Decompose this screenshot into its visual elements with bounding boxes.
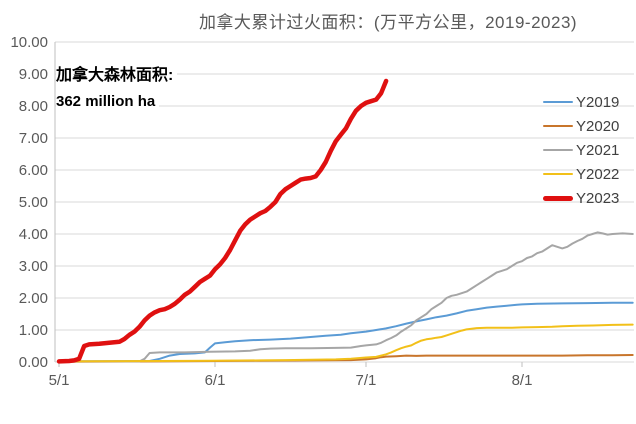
- legend-line-sample: [543, 195, 573, 201]
- chart-title: 加拿大累计过火面积：(万平方公里，2019-2023): [198, 13, 578, 32]
- legend-line-sample: [543, 125, 573, 127]
- legend-line-sample: [543, 173, 573, 175]
- y-axis-tick-label: 5.00: [19, 194, 48, 211]
- y-axis-tick-label: 6.00: [19, 162, 48, 179]
- legend-line-sample: [543, 149, 573, 151]
- y-axis-tick-label: 10.00: [10, 34, 48, 51]
- legend-item-Y2021: Y2021: [543, 138, 619, 162]
- legend-label: Y2019: [576, 93, 620, 111]
- legend-item-Y2023: Y2023: [543, 186, 619, 210]
- legend-label: Y2021: [576, 141, 620, 159]
- legend-line-sample: [543, 101, 573, 103]
- legend-item-Y2020: Y2020: [543, 114, 619, 138]
- x-axis-tick-label: 6/1: [205, 372, 226, 389]
- legend-item-Y2019: Y2019: [543, 90, 619, 114]
- y-axis-tick-label: 8.00: [19, 98, 48, 115]
- legend-label: Y2020: [576, 117, 620, 135]
- x-axis-tick-label: 7/1: [356, 372, 377, 389]
- y-axis-tick-label: 3.00: [19, 258, 48, 275]
- series-line-Y2019: [58, 301, 634, 363]
- series-line-Y2022: [58, 323, 634, 363]
- annotation-forest-area-label: 加拿大森林面积:: [56, 60, 178, 86]
- legend-label: Y2022: [576, 165, 620, 183]
- series-line-Y2021: [58, 231, 634, 363]
- y-axis-tick-label: 4.00: [19, 226, 48, 243]
- annotation-forest-area-value: 362 million ha: [56, 92, 160, 111]
- x-axis-tick-label: 5/1: [49, 372, 70, 389]
- y-axis-tick-label: 9.00: [19, 66, 48, 83]
- y-axis-tick-label: 7.00: [19, 130, 48, 147]
- y-axis-tick-label: 0.00: [19, 354, 48, 371]
- legend-item-Y2022: Y2022: [543, 162, 619, 186]
- legend-label: Y2023: [576, 189, 620, 207]
- x-axis-tick-label: 8/1: [512, 372, 533, 389]
- y-axis-tick-label: 2.00: [19, 290, 48, 307]
- series-line-Y2023: [56, 78, 389, 364]
- y-axis-tick-label: 1.00: [19, 322, 48, 339]
- legend: Y2019 Y2020 Y2021 Y2022 Y2023: [543, 90, 619, 210]
